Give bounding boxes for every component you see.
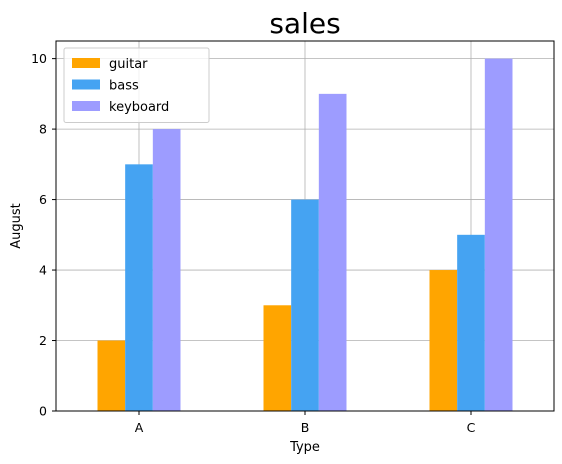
y-tick-label: 10 xyxy=(31,51,47,66)
bar-keyboard-B xyxy=(318,93,347,411)
y-tick-label: 2 xyxy=(39,333,47,348)
x-tick-label: B xyxy=(301,420,310,435)
legend-items: guitar bass keyboard xyxy=(72,57,169,115)
bar-guitar-C xyxy=(429,270,458,411)
legend: guitar bass keyboard xyxy=(63,47,210,123)
legend-swatch-bass xyxy=(72,79,100,90)
x-tick-label: C xyxy=(467,420,476,435)
y-tick-label: 8 xyxy=(39,122,47,137)
x-axis-label: Type xyxy=(289,440,320,455)
legend-label-keyboard: keyboard xyxy=(109,100,169,115)
axis-ticks: 0 2 4 6 8 10 A B C xyxy=(31,51,476,435)
legend-label-guitar: guitar xyxy=(109,57,148,72)
y-tick-label: 6 xyxy=(39,192,47,207)
bar-keyboard-C xyxy=(484,58,513,411)
y-axis-label: August xyxy=(9,203,24,249)
legend-swatch-guitar xyxy=(72,58,100,68)
bar-bass-B xyxy=(291,199,319,411)
bar-bass-C xyxy=(457,234,485,411)
bar-guitar-B xyxy=(263,305,292,411)
legend-box xyxy=(63,47,210,123)
x-tick-label: A xyxy=(135,420,144,435)
y-tick-label: 4 xyxy=(39,263,47,278)
y-tick-label: 0 xyxy=(39,404,47,419)
legend-swatch-keyboard xyxy=(72,101,100,111)
chart-title: sales xyxy=(269,7,340,40)
bar-guitar-A xyxy=(97,340,126,411)
bar-keyboard-A xyxy=(152,129,181,411)
bars xyxy=(97,58,513,411)
bar-bass-A xyxy=(125,164,153,411)
legend-label-bass: bass xyxy=(109,79,139,94)
